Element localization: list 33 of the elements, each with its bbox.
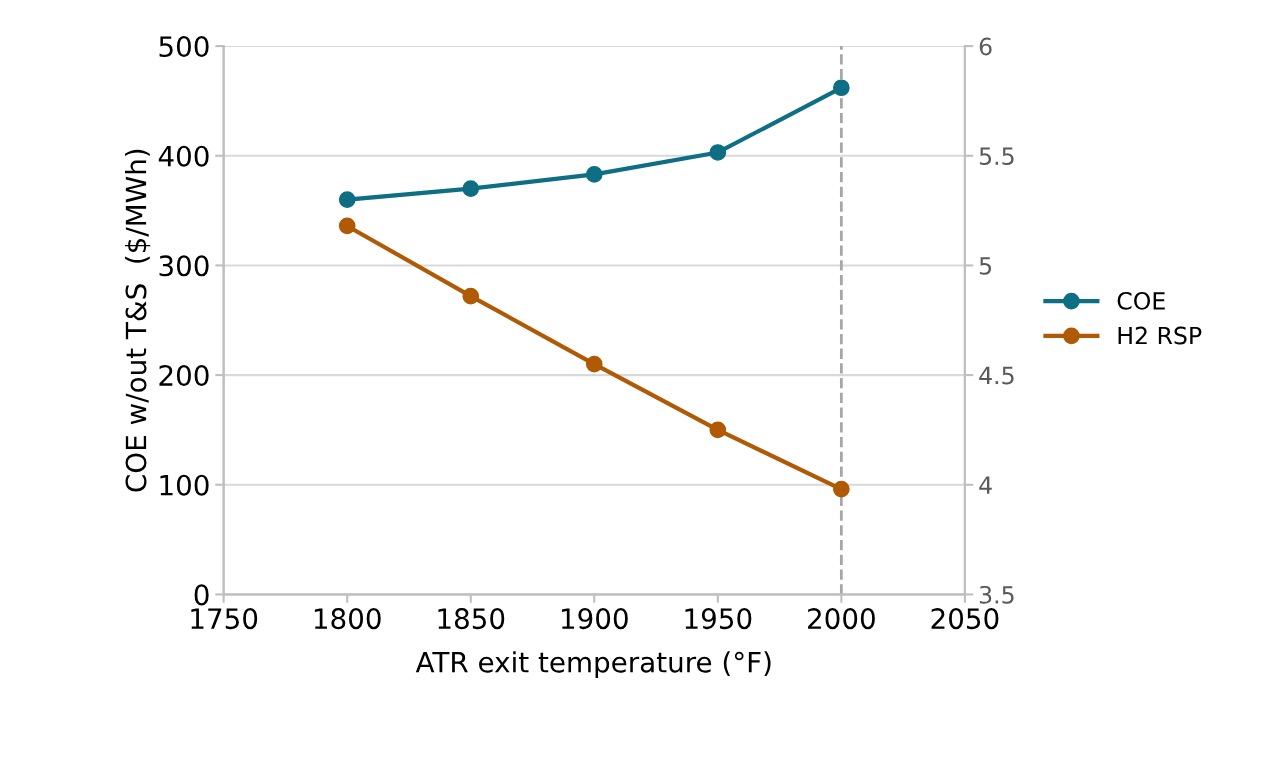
- point: [709, 421, 727, 439]
- x-tick-label: 1950: [685, 608, 752, 630]
- point: [833, 79, 850, 97]
- point: [462, 287, 480, 305]
- y-tick-label: 300: [159, 255, 209, 277]
- point: [585, 355, 603, 373]
- y-axis-title: COE w/out T&S ($/MWh): [125, 149, 151, 492]
- y-tick-label: 400: [158, 145, 209, 167]
- y-tick-label: 200: [159, 365, 209, 387]
- y-tick-label: 500: [159, 36, 209, 58]
- y2-tick-label: 6: [979, 37, 992, 56]
- y-tick-label: 0: [194, 584, 209, 606]
- legend-label: COE: [1117, 291, 1165, 310]
- x-axis-title: ATR exit temperature (°F): [415, 651, 771, 679]
- point: [338, 217, 356, 235]
- x-tick-label: 1750: [191, 608, 258, 630]
- x-tick-label: 1850: [438, 608, 505, 630]
- y2-tick-label: 3.5: [979, 585, 1014, 604]
- point: [338, 191, 356, 208]
- point: [585, 166, 603, 183]
- point: [833, 480, 850, 498]
- point: [462, 180, 480, 197]
- point: [709, 144, 727, 161]
- y2-tick-label: 4.5: [979, 366, 1014, 385]
- y2-tick-label: 5.5: [979, 147, 1014, 166]
- y2-tick-label: 4: [979, 476, 992, 494]
- x-tick-label: 2050: [931, 608, 999, 630]
- x-tick-label: 1900: [561, 608, 628, 630]
- x-tick-label: 2000: [808, 608, 875, 630]
- y2-tick-label: 5: [979, 257, 992, 275]
- legend-label: H2 RSP: [1118, 326, 1202, 345]
- y-tick-label: 100: [160, 474, 209, 496]
- x-tick-label: 1800: [314, 608, 381, 630]
